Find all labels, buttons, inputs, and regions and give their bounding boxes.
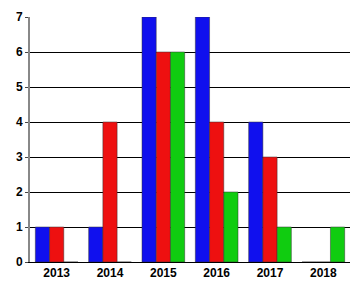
svg-text:2018: 2018 xyxy=(310,266,337,280)
svg-text:2015: 2015 xyxy=(150,266,177,280)
svg-text:2014: 2014 xyxy=(97,266,124,280)
svg-text:3: 3 xyxy=(16,150,23,164)
svg-text:6: 6 xyxy=(16,45,23,59)
svg-text:4: 4 xyxy=(16,115,23,129)
svg-text:2013: 2013 xyxy=(43,266,70,280)
svg-text:5: 5 xyxy=(16,80,23,94)
svg-text:2: 2 xyxy=(16,185,23,199)
svg-text:0: 0 xyxy=(16,255,23,269)
svg-text:7: 7 xyxy=(16,10,23,24)
svg-text:2016: 2016 xyxy=(203,266,230,280)
svg-text:2017: 2017 xyxy=(257,266,284,280)
svg-text:1: 1 xyxy=(16,220,23,234)
